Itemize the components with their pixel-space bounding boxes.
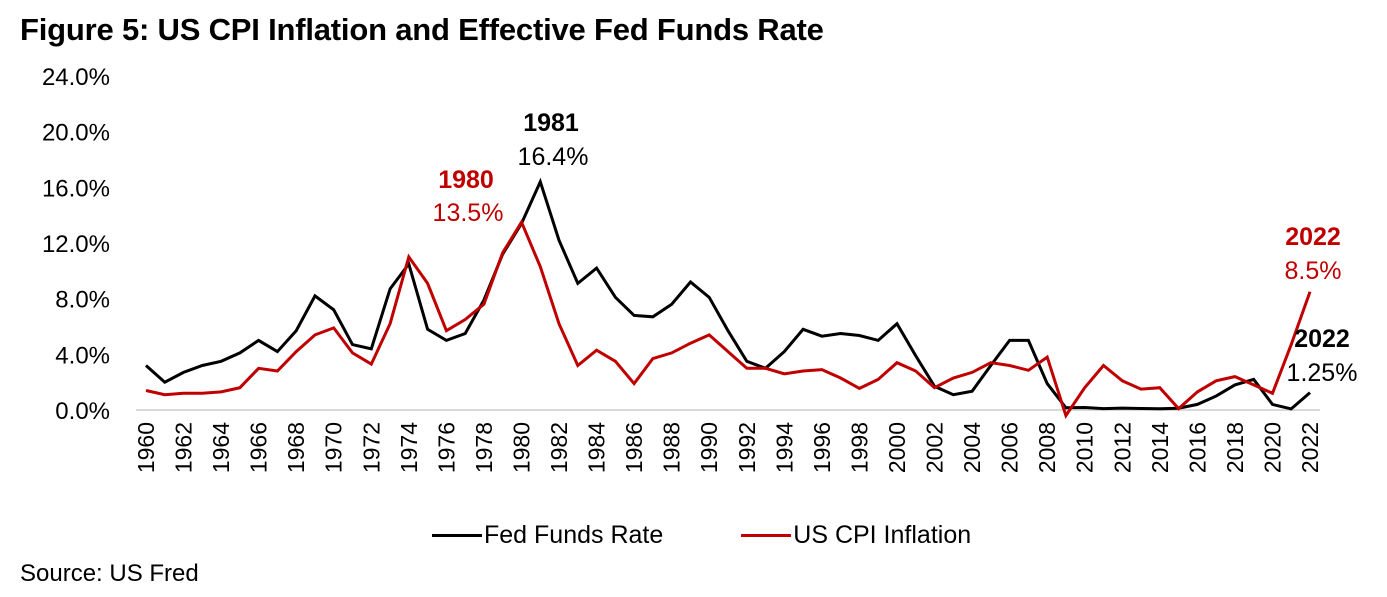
- x-tick-label: 1966: [246, 422, 272, 473]
- x-tick-label: 1982: [546, 422, 572, 473]
- annotation-fed-2022-value: 1.25%: [1287, 359, 1358, 387]
- x-tick-label: 1976: [433, 422, 459, 473]
- series-layer: [145, 177, 1312, 420]
- legend-swatch-fed-funds: [432, 533, 482, 537]
- x-tick-label: 1980: [508, 422, 534, 473]
- legend-label-fed-funds: Fed Funds Rate: [484, 520, 664, 549]
- annotation-cpi-2022-year: 2022: [1285, 223, 1341, 251]
- legend-swatch-cpi: [741, 533, 792, 537]
- y-tick-label: 24.0%: [42, 64, 110, 91]
- legend-label-cpi: US CPI Inflation: [793, 520, 972, 549]
- annotation-fed-2022-year: 2022: [1294, 325, 1350, 353]
- x-tick-label: 1986: [621, 422, 647, 473]
- x-tick-label: 2010: [1072, 422, 1098, 473]
- x-tick-label: 2000: [884, 422, 910, 473]
- series-line-fed-funds-rate: [145, 177, 1311, 411]
- x-tick-label: 2004: [959, 422, 985, 473]
- x-tick-label: 1974: [396, 422, 422, 473]
- x-tick-label: 2008: [1034, 422, 1060, 473]
- annotation-fed-1981-year: 1981: [523, 109, 579, 137]
- annotation-fed-1981-value: 16.4%: [518, 143, 589, 171]
- x-tick-label: 1972: [358, 422, 384, 473]
- x-tick-label: 1990: [696, 422, 722, 473]
- x-tick-label: 2006: [997, 422, 1023, 473]
- x-tick-label: 1978: [471, 422, 497, 473]
- x-tick-label: 1996: [809, 422, 835, 473]
- legend-item-cpi: US CPI Inflation: [741, 521, 971, 550]
- x-tick-label: 1968: [283, 422, 309, 473]
- x-tick-label: 1984: [584, 422, 610, 473]
- x-tick-label: 1998: [846, 422, 872, 473]
- x-tick-label: 2022: [1297, 422, 1323, 473]
- series-line-us-cpi-inflation: [145, 218, 1312, 420]
- x-tick-label: 1960: [133, 422, 159, 473]
- chart-title: Figure 5: US CPI Inflation and Effective…: [20, 12, 824, 47]
- x-tick-label: 1970: [321, 422, 347, 473]
- y-tick-label: 8.0%: [55, 287, 110, 314]
- y-tick-label: 20.0%: [42, 120, 110, 147]
- x-tick-label: 2012: [1109, 422, 1135, 473]
- y-tick-label: 12.0%: [42, 231, 110, 258]
- annotation-cpi-1980-value: 13.5%: [433, 199, 504, 227]
- x-tick-label: 1962: [171, 422, 197, 473]
- x-tick-label: 2002: [922, 422, 948, 473]
- y-tick-label: 16.0%: [42, 175, 110, 202]
- x-tick-label: 1994: [771, 422, 797, 473]
- source-note: Source: US Fred: [20, 560, 199, 587]
- legend-item-fed-funds: Fed Funds Rate: [432, 521, 663, 550]
- x-tick-label: 2020: [1259, 422, 1285, 473]
- y-axis: 0.0% 4.0% 8.0% 12.0% 16.0% 20.0% 24.0%: [42, 64, 110, 425]
- y-tick-label: 0.0%: [55, 398, 110, 425]
- x-tick-label: 2014: [1147, 422, 1173, 473]
- x-tick-label: 1988: [659, 422, 685, 473]
- legend: Fed Funds Rate US CPI Inflation: [432, 518, 1049, 552]
- x-tick-label: 2018: [1222, 422, 1248, 473]
- x-axis: 1960 1962 1964 1966 1968 1970 1972 1974 1976 1978…: [133, 422, 1323, 473]
- x-tick-label: 1964: [208, 422, 234, 473]
- x-tick-label: 1992: [734, 422, 760, 473]
- annotation-cpi-1980-year: 1980: [438, 166, 494, 194]
- annotations: 1981 16.4% 1980 13.5% 2022 8.5% 2022 1.2…: [433, 109, 1358, 387]
- annotation-cpi-2022-value: 8.5%: [1285, 257, 1342, 285]
- x-tick-label: 2016: [1184, 422, 1210, 473]
- y-tick-label: 4.0%: [55, 342, 110, 369]
